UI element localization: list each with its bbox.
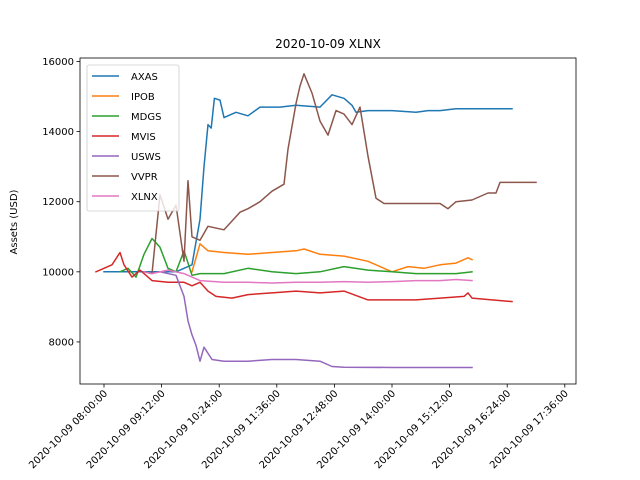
legend-label-mvis: MVIS bbox=[131, 132, 156, 143]
y-tick-label: 12000 bbox=[42, 197, 74, 208]
y-tick-label: 10000 bbox=[42, 267, 74, 278]
y-axis-label: Assets (USD) bbox=[9, 189, 20, 254]
legend-label-xlnx: XLNX bbox=[131, 192, 158, 203]
legend: AXAS IPOB MDGS MVIS USWS VVPR XLNX bbox=[86, 64, 180, 212]
series-line-vvpr bbox=[143, 73, 537, 275]
series-line-usws bbox=[159, 270, 473, 369]
y-axis: 8000 10000 12000 14000 16000 bbox=[42, 57, 80, 348]
series-group bbox=[95, 73, 537, 369]
legend-label-axas: AXAS bbox=[131, 72, 158, 83]
series-line-mvis bbox=[95, 251, 513, 303]
chart-title: 2020-10-09 XLNX bbox=[275, 37, 381, 51]
series-line-ipob bbox=[191, 243, 473, 273]
axes-frame bbox=[79, 57, 577, 385]
legend-label-usws: USWS bbox=[131, 152, 161, 163]
series-line-xlnx bbox=[143, 269, 473, 284]
legend-box bbox=[86, 64, 180, 212]
legend-label-vvpr: VVPR bbox=[131, 172, 158, 183]
series-line-mdgs bbox=[119, 237, 473, 278]
plot-area bbox=[79, 57, 577, 385]
series-line-axas bbox=[103, 94, 513, 273]
legend-label-ipob: IPOB bbox=[131, 92, 155, 103]
y-tick-label: 8000 bbox=[49, 337, 74, 348]
y-tick-label: 16000 bbox=[42, 57, 74, 68]
legend-label-mdgs: MDGS bbox=[131, 112, 161, 123]
y-tick-label: 14000 bbox=[42, 127, 74, 138]
